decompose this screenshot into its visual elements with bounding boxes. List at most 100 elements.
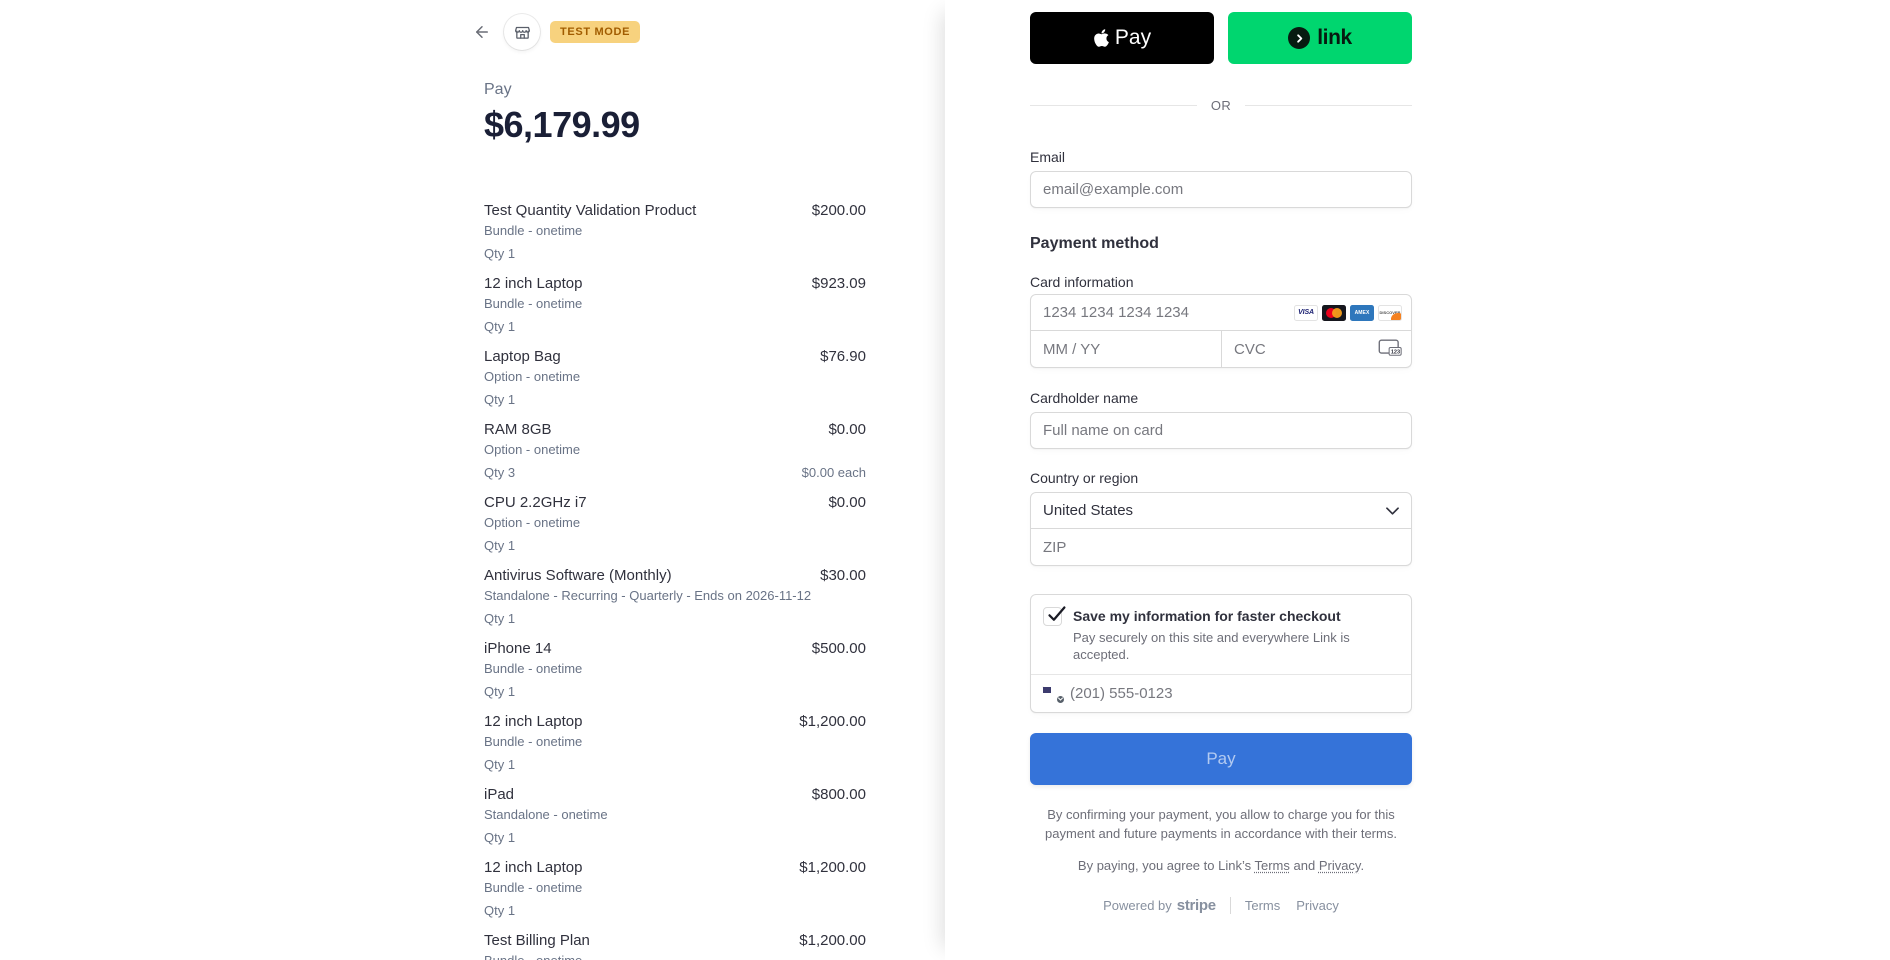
card-expiry-input[interactable] (1030, 331, 1221, 368)
link-pay-button[interactable]: link (1228, 12, 1412, 64)
agree-and: and (1289, 858, 1319, 873)
pay-button[interactable]: Pay (1030, 733, 1412, 785)
item-detail: Standalone - Recurring - Quarterly - End… (484, 588, 812, 603)
email-label: Email (1030, 149, 1066, 165)
line-item: 12 inch Laptop $1,200.00 Bundle - onetim… (484, 858, 866, 919)
item-name: Antivirus Software (Monthly) (484, 567, 672, 584)
express-checkout-row: Pay link (1030, 12, 1412, 64)
item-detail: Option - onetime (484, 442, 581, 457)
country-label: Country or region (1030, 470, 1139, 486)
phone-input[interactable] (1070, 685, 1399, 702)
save-info-checkbox[interactable] (1043, 606, 1066, 626)
item-qty: Qty 1 (484, 538, 516, 553)
apple-pay-button[interactable]: Pay (1030, 12, 1214, 64)
item-name: 12 inch Laptop (484, 713, 583, 730)
line-item: Antivirus Software (Monthly) $30.00 Stan… (484, 566, 866, 627)
item-qty: Qty 1 (484, 684, 516, 699)
item-price: $76.90 (820, 348, 866, 365)
test-mode-badge: TEST MODE (550, 21, 641, 43)
link-icon (1288, 27, 1311, 49)
save-info-subtitle: Pay securely on this site and everywhere… (1073, 630, 1350, 662)
link-terms-link[interactable]: Terms (1254, 858, 1290, 873)
line-item: iPhone 14 $500.00 Bundle - onetime Qty 1 (484, 639, 866, 700)
card-brand-icons: VISA AMEX DISCOVER (1294, 304, 1402, 321)
stripe-logo: stripe (1176, 897, 1216, 914)
back-button[interactable] (470, 20, 494, 44)
svg-text:123: 123 (1391, 349, 1400, 355)
country-select[interactable]: United States (1030, 492, 1412, 529)
footer-privacy-link[interactable]: Privacy (1296, 898, 1339, 913)
or-divider: OR (1030, 98, 1412, 113)
item-qty: Qty 1 (484, 903, 516, 918)
zip-input[interactable] (1030, 529, 1412, 566)
country-code-selector[interactable] (1043, 686, 1065, 704)
cardholder-name-input[interactable] (1030, 412, 1412, 449)
item-price: $800.00 (811, 786, 866, 803)
merchant-logo-button[interactable] (504, 14, 540, 50)
line-item: iPad $800.00 Standalone - onetime Qty 1 (484, 785, 866, 846)
line-item: RAM 8GB $0.00 Option - onetime Qty 3 $0.… (484, 420, 866, 481)
save-info-checkbox-row[interactable]: Save my information for faster checkout (1043, 606, 1399, 626)
item-name: 12 inch Laptop (484, 859, 583, 876)
order-summary-pane: TEST MODE Pay $6,179.99 Test Quantity Va… (470, 14, 866, 960)
apple-icon (1094, 29, 1109, 47)
card-information-label: Card information (1030, 274, 1134, 290)
card-cvc-input[interactable] (1221, 331, 1412, 368)
pay-label: Pay (484, 81, 512, 98)
card-number-input[interactable] (1030, 294, 1412, 331)
country-block: Country or region United States (1030, 470, 1412, 566)
item-qty: Qty 1 (484, 757, 516, 772)
total-amount: $6,179.99 (484, 104, 640, 145)
item-price: $200.00 (811, 202, 866, 219)
line-item: Test Quantity Validation Product $200.00… (484, 201, 866, 262)
line-item: Test Billing Plan $1,200.00 Bundle - one… (484, 931, 866, 960)
item-name: Laptop Bag (484, 348, 561, 365)
storefront-icon (514, 26, 530, 39)
line-item: CPU 2.2GHz i7 $0.00 Option - onetime Qty… (484, 493, 866, 554)
item-name: Test Quantity Validation Product (484, 202, 697, 219)
item-name: RAM 8GB (484, 421, 552, 438)
save-info-title: Save my information for faster checkout (1073, 608, 1341, 624)
powered-by-text: Powered by (1103, 898, 1172, 913)
item-detail: Bundle - onetime (484, 880, 583, 895)
phone-row (1031, 674, 1411, 712)
discover-icon: DISCOVER (1378, 304, 1402, 321)
mastercard-icon (1322, 304, 1346, 321)
item-qty: Qty 1 (484, 246, 516, 261)
stripe-footer: Powered by stripe Terms Privacy (1030, 897, 1412, 914)
payment-form-pane: Pay link OR Email Payment method C (945, 0, 1890, 960)
item-detail: Option - onetime (484, 515, 581, 530)
country-value: United States (1043, 502, 1134, 519)
item-detail: Bundle - onetime (484, 661, 583, 676)
flag-chevron-badge (1056, 694, 1065, 704)
line-item: 12 inch Laptop $1,200.00 Bundle - onetim… (484, 712, 866, 773)
item-name: Test Billing Plan (484, 932, 590, 949)
powered-by-stripe[interactable]: Powered by stripe (1103, 897, 1216, 914)
link-privacy-link[interactable]: Privacy (1318, 858, 1361, 873)
item-name: iPhone 14 (484, 640, 552, 657)
payment-disclaimer: By confirming your payment, you allow to… (1045, 807, 1397, 841)
visa-icon: VISA (1294, 304, 1318, 321)
item-detail: Bundle - onetime (484, 952, 866, 960)
item-unit-price: $0.00 each (801, 465, 866, 480)
apple-pay-label: Pay (1114, 26, 1152, 49)
item-price: $1,200.00 (799, 713, 866, 730)
save-info-box: Save my information for faster checkout … (1030, 594, 1412, 713)
item-name: 12 inch Laptop (484, 275, 583, 292)
footer-divider (1229, 897, 1231, 914)
item-qty: Qty 1 (484, 319, 516, 334)
arrow-left-icon (476, 26, 488, 38)
email-input[interactable] (1030, 171, 1412, 208)
line-item: Laptop Bag $76.90 Option - onetime Qty 1 (484, 347, 866, 408)
checkmark-icon (1048, 606, 1066, 621)
item-qty: Qty 1 (484, 611, 516, 626)
footer-terms-link[interactable]: Terms (1244, 898, 1281, 913)
link-label: link (1317, 26, 1352, 49)
item-price: $1,200.00 (799, 932, 866, 949)
item-price: $0.00 (828, 494, 866, 511)
card-cvc-icon: 123 (1378, 338, 1402, 361)
agree-prefix: By paying, you agree to Link’s (1077, 858, 1255, 873)
item-name: CPU 2.2GHz i7 (484, 494, 587, 511)
item-detail: Bundle - onetime (484, 734, 583, 749)
payment-method-heading: Payment method (1030, 235, 1159, 252)
